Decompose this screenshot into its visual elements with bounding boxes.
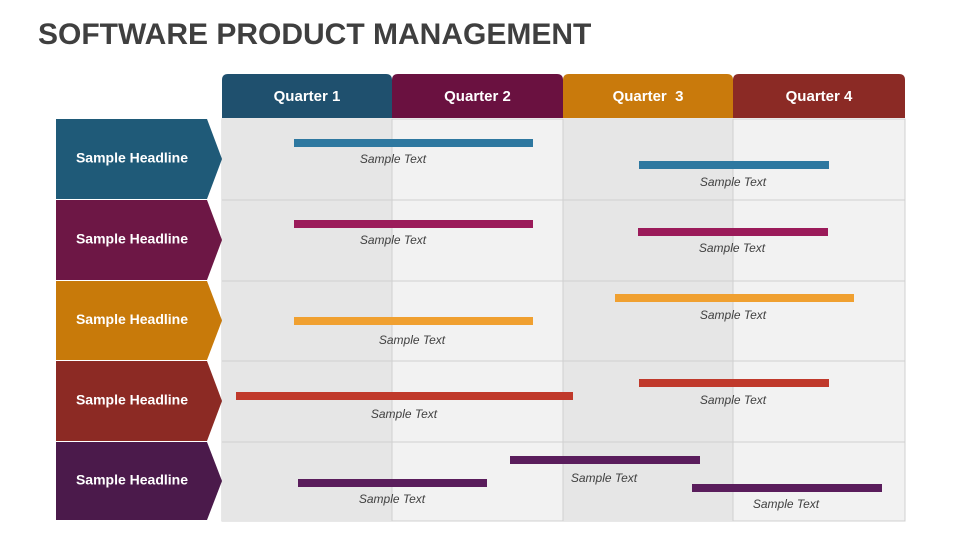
timeline-bar xyxy=(236,392,573,400)
column-shade xyxy=(563,119,733,521)
bar-label: Sample Text xyxy=(360,152,427,166)
quarter-header xyxy=(563,74,733,118)
headline-label: Sample Headline xyxy=(76,231,188,247)
timeline-bar xyxy=(294,317,533,325)
quarter-label: Quarter 1 xyxy=(274,88,341,105)
bar-label: Sample Text xyxy=(753,497,820,511)
timeline-bar xyxy=(294,139,533,147)
bar-label: Sample Text xyxy=(571,471,638,485)
bar-label: Sample Text xyxy=(359,492,426,506)
headline-label: Sample Headline xyxy=(76,150,188,166)
quarter-header xyxy=(392,74,563,118)
headline-label: Sample Headline xyxy=(76,472,188,488)
timeline-bar xyxy=(298,479,487,487)
bar-label: Sample Text xyxy=(700,175,767,189)
quarter-header xyxy=(222,74,392,118)
headline-tag xyxy=(56,200,222,280)
headline-label: Sample Headline xyxy=(76,311,188,327)
timeline-bar xyxy=(639,379,829,387)
timeline-bar xyxy=(510,456,700,464)
quarter-label: Quarter 3 xyxy=(613,88,684,105)
timeline-bar xyxy=(638,228,828,236)
timeline-bar xyxy=(294,220,533,228)
headline-tag xyxy=(56,281,222,360)
timeline-bar xyxy=(692,484,882,492)
headline-tag xyxy=(56,361,222,441)
headline-tag xyxy=(56,442,222,520)
bar-label: Sample Text xyxy=(360,233,427,247)
headline-tag xyxy=(56,119,222,199)
slide-title: SOFTWARE PRODUCT MANAGEMENT xyxy=(38,18,591,51)
bar-label: Sample Text xyxy=(379,333,446,347)
bar-label: Sample Text xyxy=(699,241,766,255)
bar-label: Sample Text xyxy=(700,308,767,322)
headline-label: Sample Headline xyxy=(76,392,188,408)
bar-label: Sample Text xyxy=(700,393,767,407)
quarter-label: Quarter 4 xyxy=(786,88,853,105)
quarter-header xyxy=(733,74,905,118)
timeline-bar xyxy=(615,294,854,302)
quarter-label: Quarter 2 xyxy=(444,88,511,105)
bar-label: Sample Text xyxy=(371,407,438,421)
timeline-bar xyxy=(639,161,829,169)
